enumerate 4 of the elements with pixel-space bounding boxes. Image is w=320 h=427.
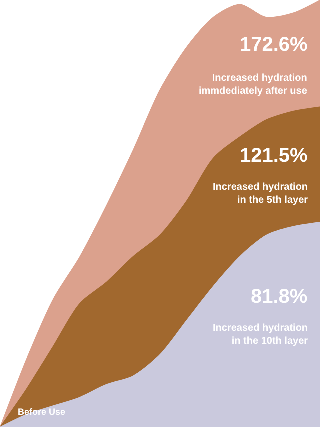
- annotation: 121.5%: [240, 145, 308, 167]
- annotation: 172.6%: [240, 34, 308, 56]
- annotation: Increased hydration in the 5th layer: [213, 182, 308, 206]
- annotation: Increased hydration immdediately after use: [199, 73, 308, 97]
